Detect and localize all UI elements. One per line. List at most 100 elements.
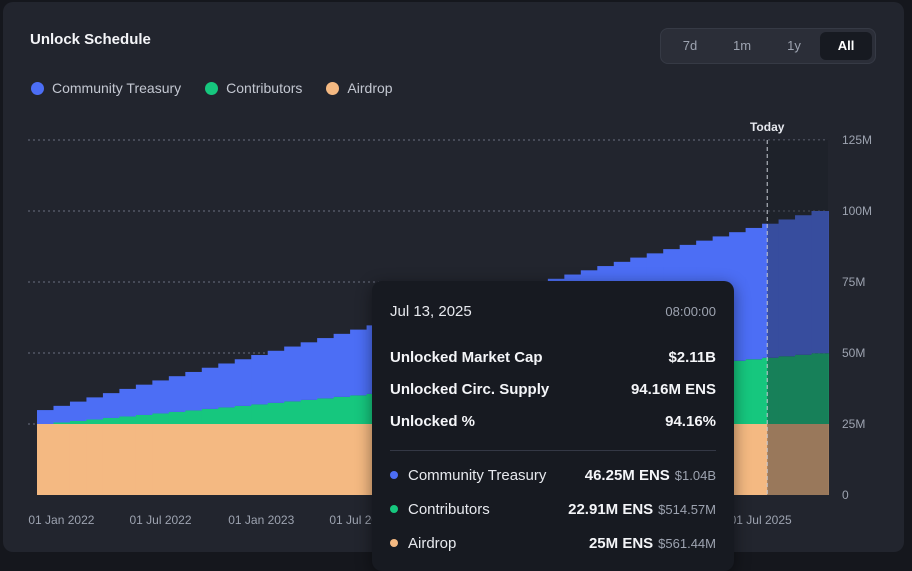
- area-step-airdrop: [778, 424, 796, 495]
- area-step-community-treasury: [53, 405, 71, 423]
- area-step-airdrop: [267, 424, 285, 495]
- area-step-contributors: [218, 407, 236, 424]
- area-step-contributors: [350, 395, 368, 424]
- area-step-community-treasury: [284, 346, 302, 402]
- tooltip-header: Jul 13, 2025 08:00:00: [390, 281, 716, 341]
- area-step-airdrop: [37, 424, 55, 495]
- tooltip-metric-row: Unlocked % 94.16%: [390, 405, 716, 437]
- tooltip-metric-value: 94.16M ENS: [630, 380, 716, 398]
- tooltip-series-amount: 22.91M ENS: [568, 500, 654, 518]
- tooltip-date: Jul 13, 2025: [390, 302, 472, 320]
- tooltip-dot-community-treasury: [390, 471, 398, 479]
- area-step-airdrop: [53, 424, 71, 495]
- area-step-airdrop: [795, 424, 813, 495]
- area-step-contributors: [119, 416, 137, 424]
- range-1y-button[interactable]: 1y: [787, 38, 801, 53]
- tooltip-metric-value: 94.16%: [665, 412, 716, 430]
- tooltip-time: 08:00:00: [665, 303, 716, 319]
- area-step-community-treasury: [135, 384, 153, 415]
- tooltip-metric-row: Unlocked Market Cap $2.11B: [390, 341, 716, 373]
- page-title: Unlock Schedule: [30, 31, 151, 48]
- tooltip-dot-airdrop: [390, 539, 398, 547]
- area-step-contributors: [795, 354, 813, 424]
- area-step-community-treasury: [86, 397, 104, 420]
- chart-legend: Community Treasury Contributors Airdrop: [31, 80, 393, 96]
- area-step-airdrop: [762, 424, 780, 495]
- area-step-airdrop: [300, 424, 318, 495]
- tooltip-series-usd: $561.44M: [658, 535, 716, 551]
- area-step-airdrop: [317, 424, 335, 495]
- x-tick-label: 01 Jan 2023: [228, 513, 294, 527]
- legend-dot-community-treasury: [31, 81, 44, 95]
- area-step-airdrop: [284, 424, 302, 495]
- area-step-contributors: [201, 408, 219, 424]
- area-step-community-treasury: [267, 350, 285, 403]
- range-7d-button[interactable]: 7d: [682, 38, 698, 53]
- area-step-airdrop: [135, 424, 153, 495]
- range-all-button[interactable]: All: [820, 32, 872, 60]
- tooltip-metric-label: Unlocked %: [390, 412, 476, 430]
- tooltip-divider: [390, 450, 716, 451]
- area-step-community-treasury: [333, 333, 351, 397]
- area-step-contributors: [135, 414, 153, 424]
- legend-dot-airdrop: [326, 81, 340, 95]
- range-1m-button[interactable]: 1m: [732, 38, 752, 53]
- area-step-airdrop: [745, 424, 763, 495]
- area-step-airdrop: [251, 424, 269, 495]
- area-step-airdrop: [69, 424, 88, 495]
- area-step-community-treasury: [119, 388, 137, 417]
- y-tick-label: 25M: [842, 417, 865, 431]
- area-step-contributors: [234, 405, 252, 424]
- area-step-community-treasury: [778, 219, 796, 357]
- area-step-community-treasury: [300, 342, 318, 400]
- tooltip-metric-value: $2.11B: [668, 348, 716, 366]
- area-step-contributors: [185, 410, 203, 424]
- legend-label-airdrop: Airdrop: [347, 80, 393, 96]
- area-step-community-treasury: [317, 338, 335, 399]
- x-tick-label: 01 Jul 2022: [129, 513, 191, 527]
- area-step-community-treasury: [795, 215, 813, 355]
- area-step-contributors: [69, 420, 88, 424]
- area-step-airdrop: [234, 424, 252, 495]
- tooltip-series-row: Contributors 22.91M ENS $514.57M: [390, 492, 716, 526]
- area-step-contributors: [102, 417, 120, 424]
- legend-label-contributors: Contributors: [226, 80, 303, 96]
- area-step-community-treasury: [152, 380, 170, 414]
- tooltip-series-amount: 25M ENS: [588, 534, 654, 552]
- area-step-contributors: [168, 411, 186, 424]
- area-step-community-treasury: [234, 359, 252, 406]
- area-step-community-treasury: [762, 223, 780, 358]
- y-tick-label: 100M: [842, 204, 872, 218]
- area-step-airdrop: [201, 424, 219, 495]
- chart-tooltip: Jul 13, 2025 08:00:00 Unlocked Market Ca…: [372, 281, 734, 571]
- x-tick-label: 01 Jan 2022: [28, 513, 94, 527]
- area-step-airdrop: [350, 424, 368, 495]
- area-step-contributors: [745, 359, 763, 424]
- y-tick-label: 75M: [842, 275, 865, 289]
- y-tick-label: 50M: [842, 346, 865, 360]
- area-step-contributors: [811, 353, 829, 424]
- area-step-community-treasury: [37, 410, 55, 424]
- tooltip-series-usd: $1.04B: [674, 467, 716, 483]
- area-step-contributors: [284, 401, 302, 424]
- legend-item-contributors[interactable]: Contributors: [205, 80, 302, 96]
- area-step-airdrop: [333, 424, 351, 495]
- area-step-airdrop: [86, 424, 104, 495]
- area-step-contributors: [317, 398, 335, 424]
- tooltip-metric-label: Unlocked Market Cap: [390, 348, 543, 366]
- area-step-contributors: [300, 399, 318, 424]
- tooltip-metric-row: Unlocked Circ. Supply 94.16M ENS: [390, 373, 716, 405]
- area-step-community-treasury: [102, 393, 120, 418]
- y-tick-label: 0: [842, 488, 849, 502]
- area-step-community-treasury: [218, 363, 236, 408]
- legend-label-community-treasury: Community Treasury: [52, 80, 182, 96]
- tooltip-series-amount: 46.25M ENS: [584, 466, 670, 484]
- tooltip-series-usd: $514.57M: [658, 501, 716, 517]
- x-tick-label: 01 Jul 2025: [730, 513, 792, 527]
- legend-item-community-treasury[interactable]: Community Treasury: [31, 80, 181, 96]
- tooltip-series-name: Airdrop: [408, 534, 457, 552]
- area-step-contributors: [152, 413, 170, 424]
- legend-item-airdrop[interactable]: Airdrop: [326, 80, 393, 96]
- tooltip-metric-label: Unlocked Circ. Supply: [390, 380, 550, 398]
- area-step-contributors: [251, 404, 269, 424]
